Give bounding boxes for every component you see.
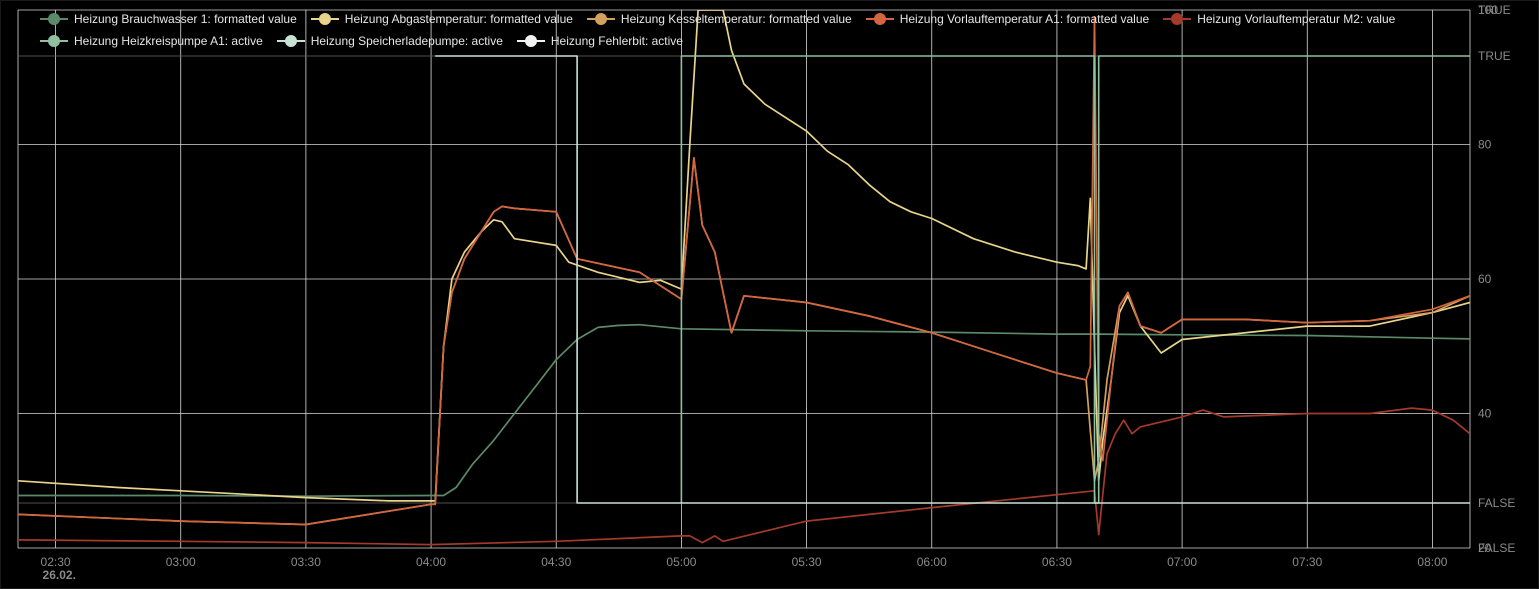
series-line-2 bbox=[18, 10, 1470, 502]
series-line-6 bbox=[680, 55, 1470, 504]
legend-marker-icon bbox=[310, 13, 339, 25]
series-line-7 bbox=[435, 55, 1470, 504]
legend-marker-icon bbox=[865, 13, 894, 25]
legend-row: Heizung Brauchwasser 1: formatted value H… bbox=[40, 8, 1480, 30]
axis-ticks: 02:30 03:00 03:30 04:00 04:30 05:00 05:30 06:00… bbox=[41, 3, 1516, 582]
x-tick-label: 03:00 bbox=[166, 555, 196, 569]
y-tick-label: 40 bbox=[1478, 407, 1492, 421]
legend-label: Heizung Kesseltemperatur: formatted valu… bbox=[620, 12, 852, 26]
x-tick-label: 06:00 bbox=[917, 555, 947, 569]
grid bbox=[17, 9, 1471, 549]
legend-marker-icon bbox=[40, 13, 68, 25]
legend-marker-dot bbox=[48, 13, 60, 25]
x-tick-label: 05:30 bbox=[792, 555, 822, 569]
legend-marker-dot bbox=[524, 35, 537, 47]
x-tick-label: 08:00 bbox=[1417, 555, 1447, 569]
series-line-5 bbox=[18, 407, 1470, 546]
bool-tick-label: TRUE bbox=[1478, 3, 1511, 17]
legend-label: Heizung Abgastemperatur: formatted value bbox=[344, 12, 573, 26]
legend-item-4[interactable]: Heizung Vorlauftemperatur A1: formatted … bbox=[865, 12, 1150, 26]
legend-item-3[interactable]: Heizung Kesseltemperatur: formatted valu… bbox=[586, 12, 852, 26]
series-group bbox=[18, 10, 1470, 546]
legend-item-2[interactable]: Heizung Abgastemperatur: formatted value bbox=[310, 12, 573, 26]
legend-label: Heizung Vorlauftemperatur A1: formatted … bbox=[899, 12, 1150, 26]
y-tick-label: 100 bbox=[1478, 3, 1498, 17]
legend: Heizung Brauchwasser 1: formatted value H… bbox=[40, 8, 1480, 52]
legend-item-8[interactable]: Heizung Fehlerbit: active bbox=[516, 34, 683, 48]
legend-label: Heizung Brauchwasser 1: formatted value bbox=[74, 12, 297, 26]
legend-marker-dot bbox=[1171, 13, 1184, 25]
x-tick-label: 05:00 bbox=[666, 555, 696, 569]
bool-tick-label: FALSE bbox=[1478, 496, 1515, 510]
legend-marker-icon bbox=[40, 35, 68, 47]
legend-marker-dot bbox=[284, 35, 297, 47]
x-tick-label: 07:00 bbox=[1167, 555, 1197, 569]
legend-marker-icon bbox=[586, 13, 615, 25]
x-tick-label: 04:00 bbox=[416, 555, 446, 569]
bool-grid bbox=[18, 55, 1470, 504]
legend-item-5[interactable]: Heizung Vorlauftemperatur M2: value bbox=[1163, 12, 1395, 26]
series-line-4 bbox=[18, 15, 1470, 526]
x-tick-label: 07:30 bbox=[1292, 555, 1322, 569]
x-tick-label: 03:30 bbox=[291, 555, 321, 569]
legend-marker-icon bbox=[516, 35, 545, 47]
legend-marker-dot bbox=[48, 35, 60, 47]
y-tick-label: 20 bbox=[1478, 541, 1492, 555]
legend-marker-dot bbox=[318, 13, 331, 25]
series-line-3 bbox=[18, 157, 1470, 526]
x-tick-label: 06:30 bbox=[1042, 555, 1072, 569]
legend-item-6[interactable]: Heizung Heizkreispumpe A1: active bbox=[40, 34, 263, 48]
legend-marker-dot bbox=[873, 13, 886, 25]
x-tick-label: 02:30 bbox=[41, 555, 71, 569]
legend-marker-icon bbox=[276, 35, 305, 47]
legend-item-7[interactable]: Heizung Speicherladepumpe: active bbox=[276, 34, 503, 48]
legend-marker-dot bbox=[594, 13, 607, 25]
x-tick-label: 04:30 bbox=[541, 555, 571, 569]
legend-label: Heizung Vorlauftemperatur M2: value bbox=[1197, 12, 1396, 26]
legend-item-1[interactable]: Heizung Brauchwasser 1: formatted value bbox=[40, 12, 297, 26]
bool-tick-label: TRUE bbox=[1478, 49, 1511, 63]
bool-tick-label: FALSE bbox=[1478, 541, 1515, 555]
date-label: 26.02. bbox=[43, 568, 76, 582]
legend-label: Heizung Speicherladepumpe: active bbox=[310, 34, 503, 48]
legend-label: Heizung Fehlerbit: active bbox=[550, 34, 683, 48]
y-tick-label: 80 bbox=[1478, 138, 1492, 152]
series-line-1 bbox=[18, 323, 1470, 498]
legend-marker-icon bbox=[1163, 13, 1192, 25]
y-tick-label: 60 bbox=[1478, 272, 1492, 286]
legend-row: Heizung Heizkreispumpe A1: active Heizung… bbox=[40, 30, 1480, 52]
legend-label: Heizung Heizkreispumpe A1: active bbox=[74, 34, 263, 48]
